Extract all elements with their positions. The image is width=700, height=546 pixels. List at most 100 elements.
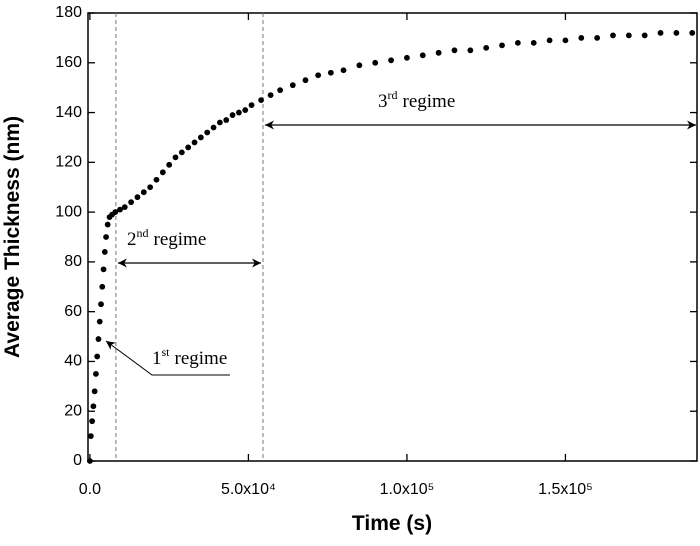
point (451, 47, 458, 54)
point (223, 117, 230, 123)
point (356, 62, 363, 69)
point (100, 266, 107, 273)
y-tick-label: 20 (64, 402, 82, 419)
point (289, 82, 296, 89)
point (435, 49, 442, 56)
point (104, 221, 111, 228)
point (267, 92, 274, 99)
point (578, 34, 585, 41)
point (258, 97, 264, 104)
annotation-suffix: nd (137, 226, 149, 240)
y-axis-title: Average Thickness (nm) (1, 116, 24, 358)
point (689, 30, 696, 36)
point (210, 124, 217, 131)
point (191, 139, 198, 146)
y-tick-label: 180 (55, 4, 82, 21)
point (419, 52, 426, 59)
point (117, 206, 123, 213)
annotation-suffix: st (162, 345, 171, 359)
y-tick-label: 0 (73, 452, 82, 469)
annotation-arrow (105, 340, 230, 376)
point (229, 112, 236, 118)
point (216, 119, 223, 126)
point (242, 107, 249, 113)
annotation-suffix: rd (388, 88, 398, 102)
x-tick-label: 1.0x10⁵ (380, 481, 435, 498)
point (467, 47, 474, 54)
point (87, 433, 94, 440)
y-tick-label: 40 (64, 353, 82, 370)
point (98, 301, 104, 308)
y-tick-label: 120 (55, 154, 82, 171)
point (236, 109, 242, 116)
point (99, 283, 106, 290)
point (153, 176, 160, 183)
y-tick-label: 100 (55, 203, 82, 220)
point (483, 44, 490, 51)
annotation-text: regime (403, 91, 456, 112)
point (610, 32, 616, 39)
annotation-number: 3 (378, 91, 388, 112)
point (172, 154, 179, 161)
point (178, 149, 185, 156)
point (112, 209, 119, 216)
point (166, 161, 173, 168)
point (95, 336, 102, 342)
point (327, 69, 334, 76)
plot-frame (87, 12, 698, 462)
point (90, 403, 97, 410)
point (594, 34, 601, 41)
point (94, 353, 101, 360)
x-axis-title: Time (s) (352, 512, 432, 535)
point (159, 169, 166, 176)
x-tick-label: 1.5x10⁵ (538, 481, 593, 498)
y-tick-label: 160 (55, 54, 82, 71)
point (388, 57, 394, 64)
y-tick-label: 140 (55, 104, 82, 121)
annotation: 1st regime (152, 345, 227, 369)
point (562, 37, 569, 44)
annotation-number: 2 (127, 229, 137, 250)
point (546, 37, 553, 44)
annotation: 2nd regime (127, 226, 206, 250)
point (499, 42, 505, 49)
annotation: 3rd regime (378, 88, 455, 112)
x-tick-label: 0.0 (79, 481, 101, 498)
point (673, 30, 680, 36)
point (277, 87, 284, 94)
annotation-number: 1 (152, 348, 162, 369)
point (134, 194, 141, 201)
annotation-text: regime (154, 229, 207, 250)
y-tick-label: 80 (64, 253, 82, 270)
annotation-text: regime (175, 348, 228, 369)
point (87, 458, 93, 464)
point (185, 144, 192, 151)
point (625, 32, 632, 39)
point (103, 234, 109, 240)
point (91, 388, 98, 395)
point (657, 30, 664, 36)
point (204, 129, 211, 136)
point (197, 134, 204, 141)
point (121, 204, 128, 211)
point (96, 318, 103, 325)
point (641, 32, 648, 39)
point (514, 39, 521, 46)
point (372, 59, 379, 66)
point (404, 54, 410, 61)
point (530, 39, 537, 46)
point (89, 418, 96, 425)
point (93, 370, 99, 377)
point (147, 184, 154, 191)
point (101, 249, 108, 255)
point (340, 67, 347, 74)
point (248, 102, 255, 108)
x-tick-label: 5.0x10⁴ (221, 481, 276, 498)
point (128, 199, 135, 206)
y-tick-label: 60 (64, 303, 82, 320)
point (302, 77, 309, 84)
point (315, 72, 322, 79)
point (140, 189, 147, 196)
